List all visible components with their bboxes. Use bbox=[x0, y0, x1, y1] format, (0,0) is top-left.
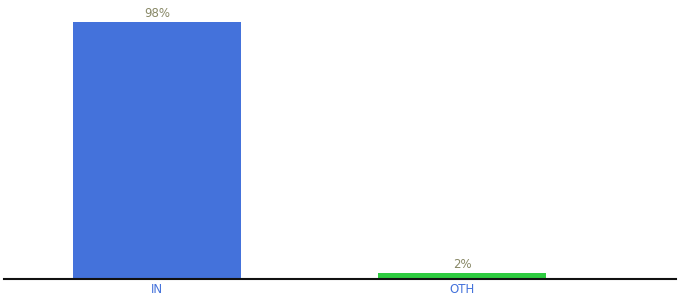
Text: 98%: 98% bbox=[143, 8, 170, 20]
Bar bbox=[73, 22, 241, 279]
Text: 2%: 2% bbox=[453, 258, 471, 271]
Bar bbox=[378, 273, 546, 279]
